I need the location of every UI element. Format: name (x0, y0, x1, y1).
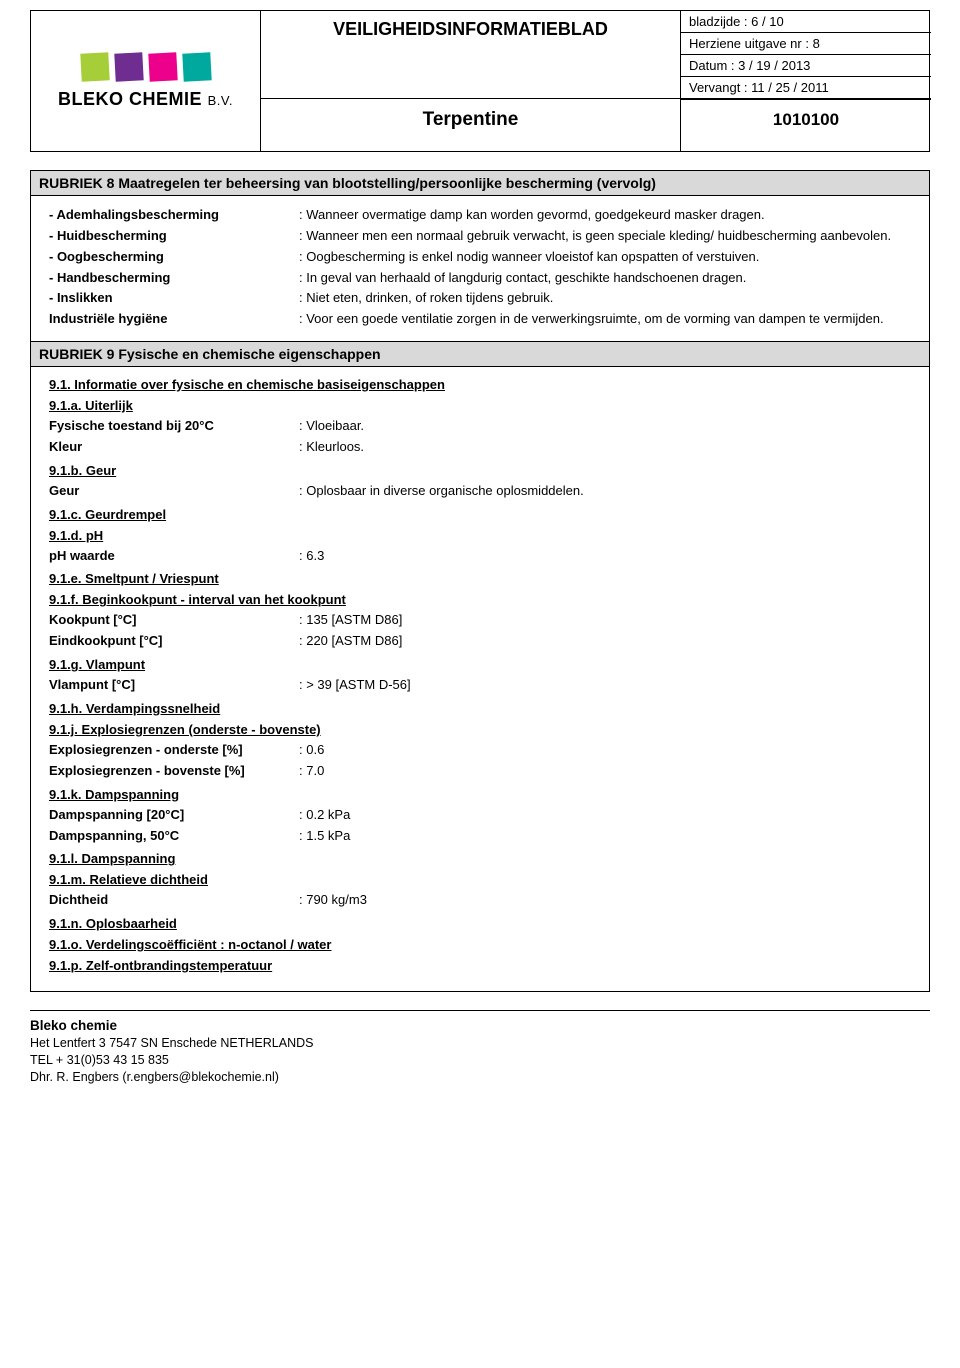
r9-v: : > 39 [ASTM D-56] (299, 676, 911, 695)
page: BLEKO CHEMIE B.V. VEILIGHEIDSINFORMATIEB… (0, 0, 960, 1106)
r8-row: - Inslikken: Niet eten, drinken, of roke… (49, 289, 911, 308)
logo-square-icon (182, 52, 211, 81)
r9-k: Kookpunt [°C] (49, 611, 299, 630)
footer-address: Het Lentfert 3 7547 SN Enschede NETHERLA… (30, 1035, 930, 1052)
meta-page: bladzijde : 6 / 10 (681, 11, 931, 33)
r9-row: Dichtheid: 790 kg/m3 (49, 891, 911, 910)
footer-tel: TEL + 31(0)53 43 15 835 (30, 1052, 930, 1069)
sub-91h: 9.1.h. Verdampingssnelheid (49, 701, 911, 716)
meta-date: Datum : 3 / 19 / 2013 (681, 55, 931, 77)
r9-row: Geur: Oplosbaar in diverse organische op… (49, 482, 911, 501)
r9-v: : 790 kg/m3 (299, 891, 911, 910)
r8-v: : In geval van herhaald of langdurig con… (299, 269, 911, 288)
r9-row: Vlampunt [°C]: > 39 [ASTM D-56] (49, 676, 911, 695)
r8-row: - Handbescherming: In geval van herhaald… (49, 269, 911, 288)
r9-row: Kookpunt [°C]: 135 [ASTM D86] (49, 611, 911, 630)
r8-row: - Ademhalingsbescherming: Wanneer overma… (49, 206, 911, 225)
sub-91n: 9.1.n. Oplosbaarheid (49, 916, 911, 931)
r8-k: Industriële hygiëne (49, 310, 299, 329)
rubriek8-title: RUBRIEK 8 Maatregelen ter beheersing van… (31, 171, 929, 196)
r9-row: Explosiegrenzen - onderste [%]: 0.6 (49, 741, 911, 760)
sub-91m: 9.1.m. Relatieve dichtheid (49, 872, 911, 887)
meta-revision: Herziene uitgave nr : 8 (681, 33, 931, 55)
r9-row: Explosiegrenzen - bovenste [%]: 7.0 (49, 762, 911, 781)
r8-k: - Handbescherming (49, 269, 299, 288)
r9-k: Kleur (49, 438, 299, 457)
r8-k: - Oogbescherming (49, 248, 299, 267)
r9-v: : Kleurloos. (299, 438, 911, 457)
r8-v: : Oogbescherming is enkel nodig wanneer … (299, 248, 911, 267)
r8-v: : Wanneer overmatige damp kan worden gev… (299, 206, 911, 225)
product-code: 1010100 (681, 99, 931, 151)
r8-v: : Niet eten, drinken, of roken tijdens g… (299, 289, 911, 308)
doc-title: VEILIGHEIDSINFORMATIEBLAD (261, 11, 681, 99)
sub-91d: 9.1.d. pH (49, 528, 911, 543)
r9-row: Dampspanning, 50°C: 1.5 kPa (49, 827, 911, 846)
logo-square-icon (114, 52, 143, 81)
r9-v: : 0.6 (299, 741, 911, 760)
sub-91b: 9.1.b. Geur (49, 463, 911, 478)
r9-k: Eindkookpunt [°C] (49, 632, 299, 651)
r9-k: Fysische toestand bij 20°C (49, 417, 299, 436)
logo-squares (81, 53, 211, 81)
r9-v: : 135 [ASTM D86] (299, 611, 911, 630)
logo-text: BLEKO CHEMIE B.V. (58, 89, 233, 110)
logo-square-icon (148, 52, 177, 81)
r9-k: Dichtheid (49, 891, 299, 910)
r8-v: : Wanneer men een normaal gebruik verwac… (299, 227, 911, 246)
r9-v: : 6.3 (299, 547, 911, 566)
r9-row: Dampspanning [20°C]: 0.2 kPa (49, 806, 911, 825)
r9-k: Explosiegrenzen - bovenste [%] (49, 762, 299, 781)
r8-k: - Ademhalingsbescherming (49, 206, 299, 225)
r9-row: Fysische toestand bij 20°C: Vloeibaar. (49, 417, 911, 436)
sub-91l: 9.1.l. Dampspanning (49, 851, 911, 866)
r9-v: : 1.5 kPa (299, 827, 911, 846)
document-header: BLEKO CHEMIE B.V. VEILIGHEIDSINFORMATIEB… (30, 10, 930, 152)
sub-91o: 9.1.o. Verdelingscoëfficiënt : n-octanol… (49, 937, 911, 952)
r8-v: : Voor een goede ventilatie zorgen in de… (299, 310, 911, 329)
logo-company: BLEKO CHEMIE (58, 89, 202, 109)
sub-91e: 9.1.e. Smeltpunt / Vriespunt (49, 571, 911, 586)
sub-91g: 9.1.g. Vlampunt (49, 657, 911, 672)
product-name: Terpentine (261, 99, 681, 151)
rubriek9-title: RUBRIEK 9 Fysische en chemische eigensch… (31, 341, 929, 367)
r8-k: - Inslikken (49, 289, 299, 308)
logo-cell: BLEKO CHEMIE B.V. (31, 11, 261, 151)
rubriek8-box: RUBRIEK 8 Maatregelen ter beheersing van… (30, 170, 930, 992)
r8-k: - Huidbescherming (49, 227, 299, 246)
sub-91: 9.1. Informatie over fysische en chemisc… (49, 377, 911, 392)
r9-v: : 220 [ASTM D86] (299, 632, 911, 651)
r9-v: : Vloeibaar. (299, 417, 911, 436)
r9-row: pH waarde: 6.3 (49, 547, 911, 566)
r9-v: : 7.0 (299, 762, 911, 781)
meta-replaces: Vervangt : 11 / 25 / 2011 (681, 77, 931, 99)
r9-k: Vlampunt [°C] (49, 676, 299, 695)
r9-v: : Oplosbaar in diverse organische oplosm… (299, 482, 911, 501)
r9-k: Geur (49, 482, 299, 501)
r8-row: - Huidbescherming: Wanneer men een norma… (49, 227, 911, 246)
r9-k: pH waarde (49, 547, 299, 566)
r9-v: : 0.2 kPa (299, 806, 911, 825)
sub-91k: 9.1.k. Dampspanning (49, 787, 911, 802)
footer-company: Bleko chemie (30, 1017, 930, 1035)
sub-91c: 9.1.c. Geurdrempel (49, 507, 911, 522)
footer: Bleko chemie Het Lentfert 3 7547 SN Ensc… (30, 1010, 930, 1086)
rubriek8-body: - Ademhalingsbescherming: Wanneer overma… (31, 196, 929, 991)
r9-row: Kleur: Kleurloos. (49, 438, 911, 457)
sub-91f: 9.1.f. Beginkookpunt - interval van het … (49, 592, 911, 607)
sub-91a: 9.1.a. Uiterlijk (49, 398, 911, 413)
r8-row: - Oogbescherming: Oogbescherming is enke… (49, 248, 911, 267)
r8-row: Industriële hygiëne: Voor een goede vent… (49, 310, 911, 329)
logo-suffix: B.V. (208, 93, 233, 108)
r9-k: Explosiegrenzen - onderste [%] (49, 741, 299, 760)
sub-91p: 9.1.p. Zelf-ontbrandingstemperatuur (49, 958, 911, 973)
r9-k: Dampspanning, 50°C (49, 827, 299, 846)
r9-row: Eindkookpunt [°C]: 220 [ASTM D86] (49, 632, 911, 651)
sub-91j: 9.1.j. Explosiegrenzen (onderste - boven… (49, 722, 911, 737)
r9-k: Dampspanning [20°C] (49, 806, 299, 825)
logo-square-icon (80, 52, 109, 81)
footer-contact: Dhr. R. Engbers (r.engbers@blekochemie.n… (30, 1069, 930, 1086)
